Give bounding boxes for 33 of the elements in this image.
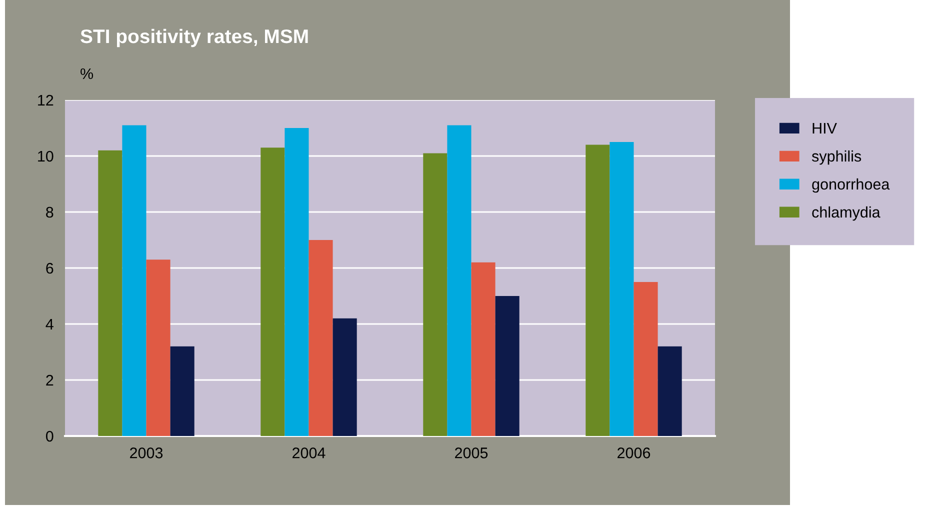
bar [284,128,309,436]
y-tick-label: 4 [46,319,54,330]
legend-label: chlamydia [812,206,880,221]
legend-label: HIV [812,123,837,134]
x-tick-label: 2005 [455,448,488,458]
legend-label: gonorrhoea [812,178,890,193]
bar [332,318,357,436]
bar [98,150,122,436]
chart-title: STI positivity rates, MSM [80,28,308,48]
bar [308,240,333,436]
y-axis-title: % [80,68,94,80]
x-tick-label: 2006 [618,448,650,458]
y-tick-label: 2 [46,374,54,386]
y-tick-label: 8 [46,206,54,218]
bar [658,346,682,436]
bar [495,296,520,436]
bar [447,125,472,436]
bar [146,260,170,436]
legend-label: syphilis [812,150,862,165]
x-tick-label: 2004 [292,448,326,458]
y-tick-label: 10 [38,150,54,162]
x-tick-label: 2003 [130,448,163,458]
bar [586,144,610,436]
bar [634,282,658,436]
bar [471,262,496,436]
bar [610,142,634,436]
bar [170,346,194,436]
bar [260,148,285,436]
y-tick-label: 12 [38,94,54,106]
bar [122,125,146,436]
y-tick-label: 0 [46,430,54,442]
y-tick-label: 6 [46,262,54,274]
bar [423,153,448,436]
